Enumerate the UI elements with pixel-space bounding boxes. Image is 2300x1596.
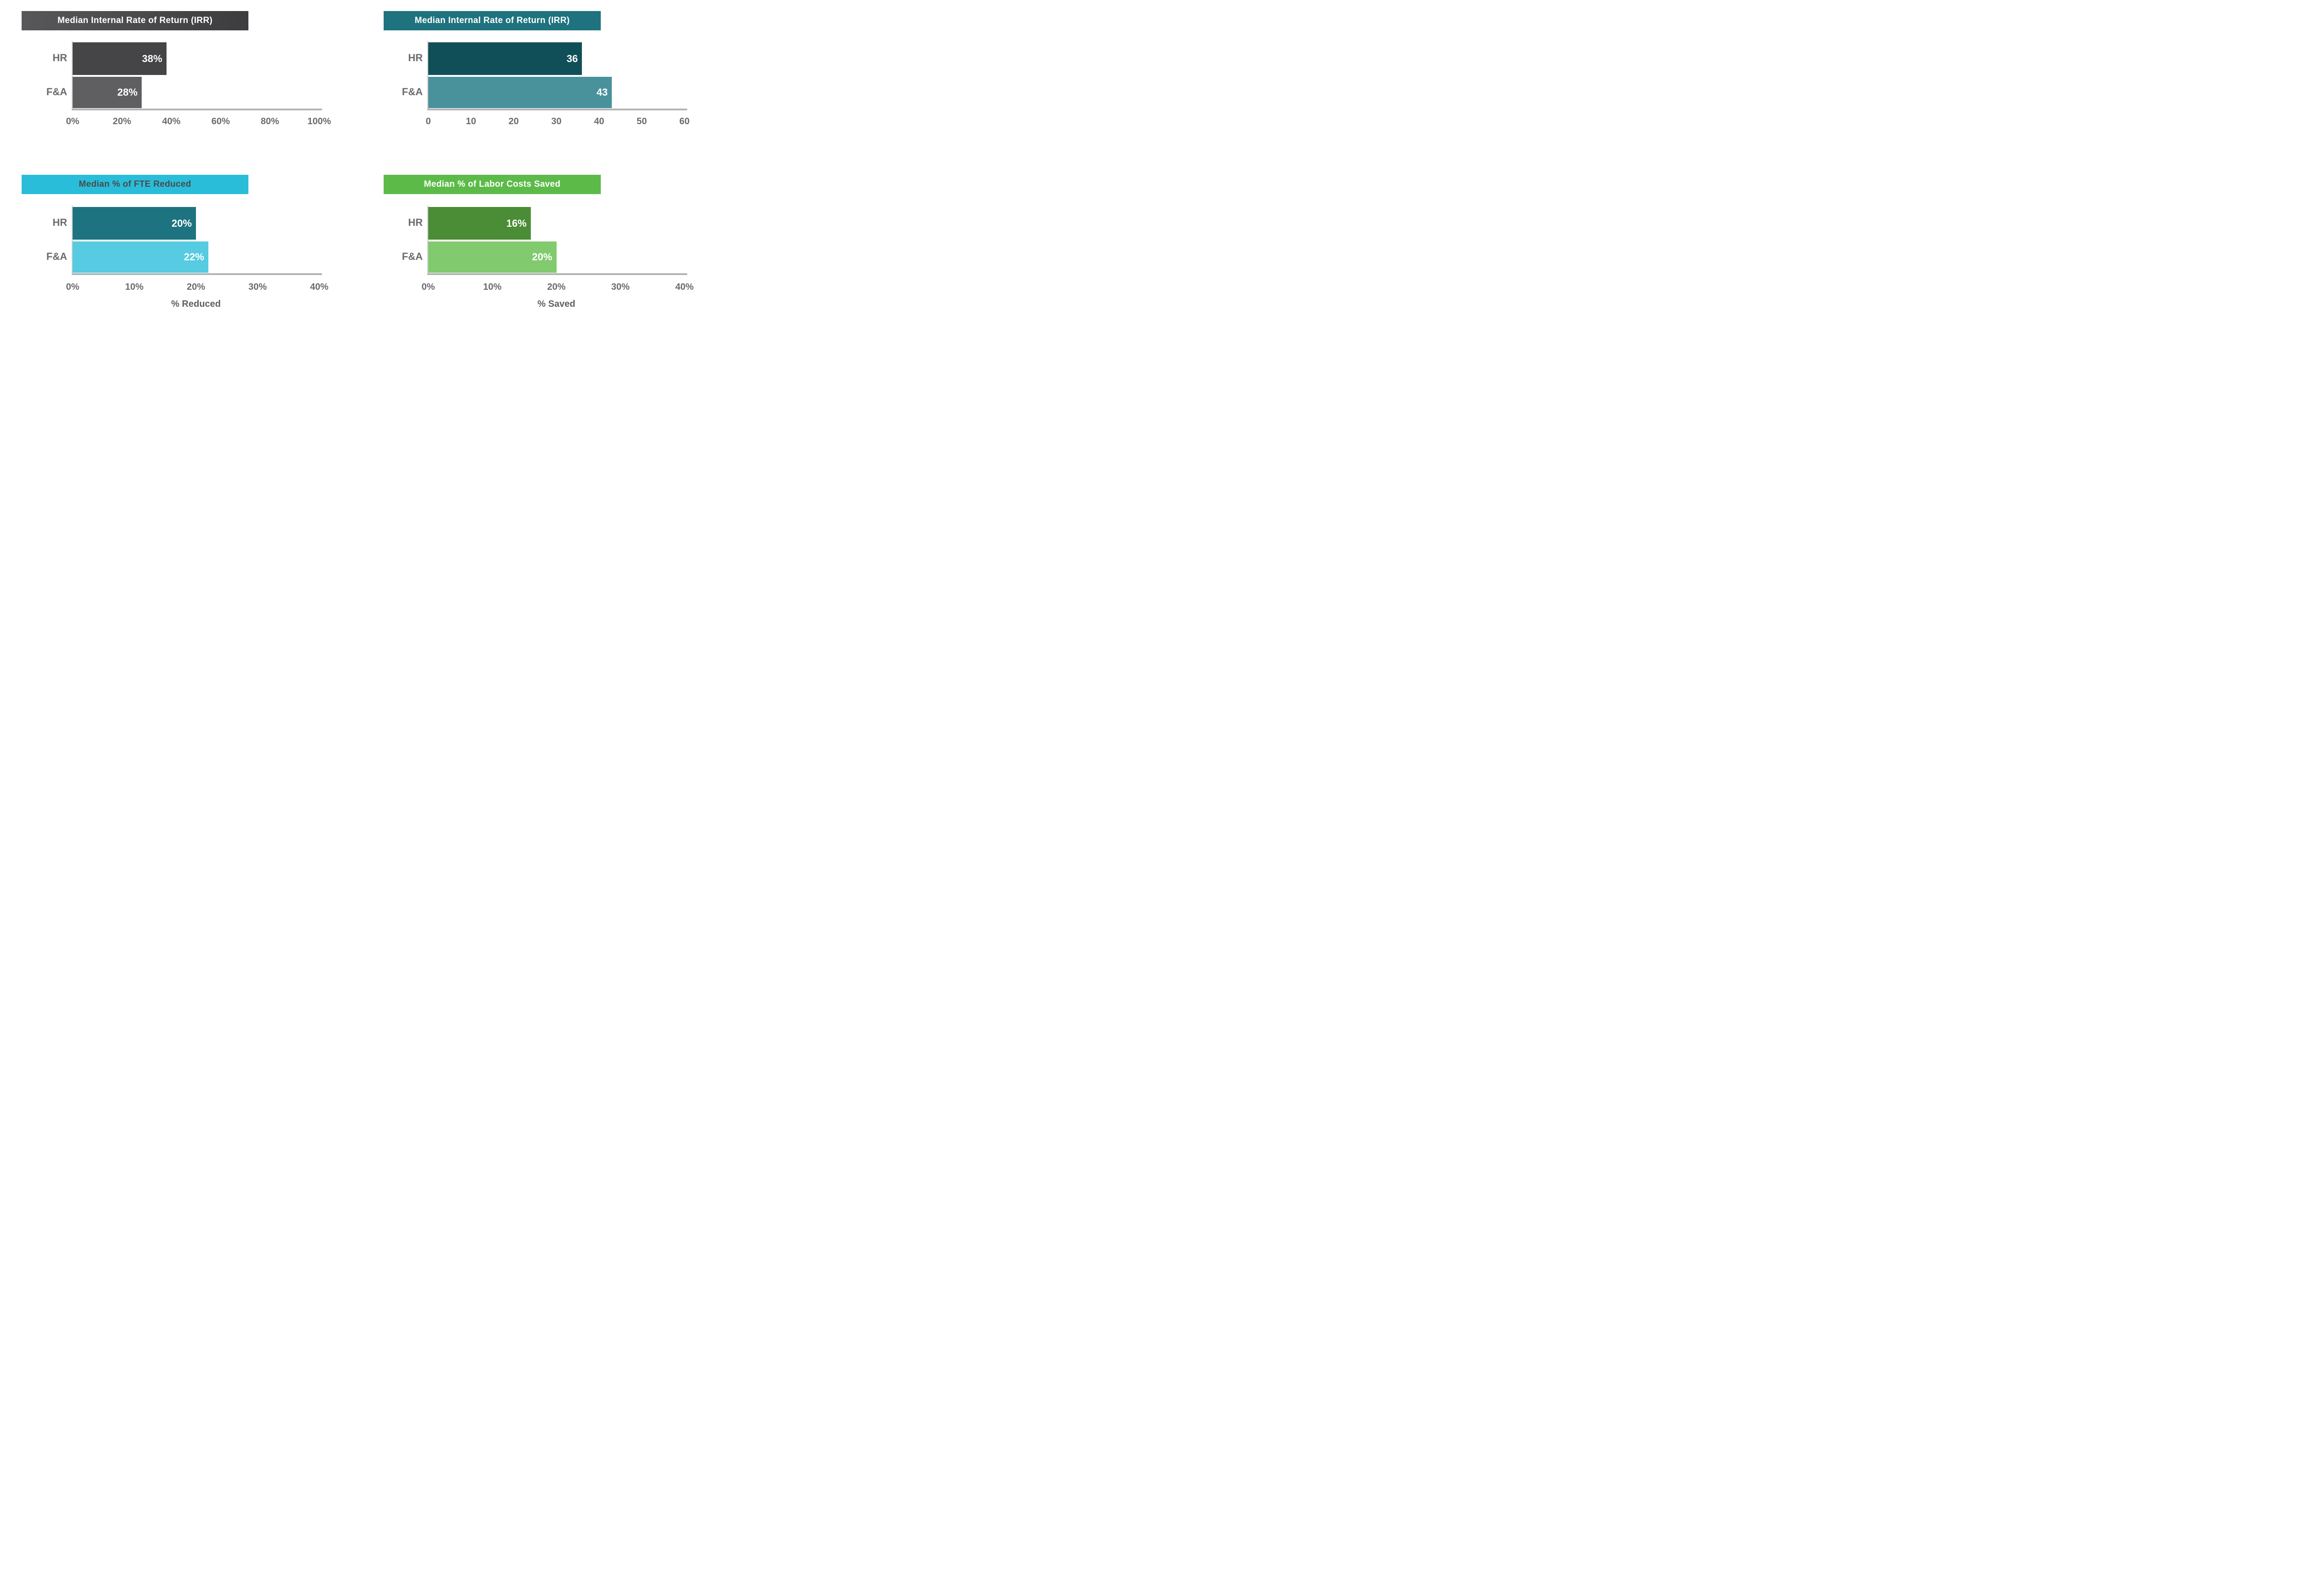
- axis-tick-label: 30: [551, 116, 562, 126]
- axis-tick-label: 0%: [421, 282, 435, 292]
- bar-value-label: 36: [566, 52, 578, 64]
- bar-value-label: 43: [596, 86, 608, 98]
- bar-value-label: 16%: [506, 217, 527, 229]
- axis-tick-label: 60%: [211, 116, 230, 126]
- axis-tick-label: 50: [637, 116, 647, 126]
- chart-title-bar: Median Internal Rate of Return (IRR): [384, 11, 601, 30]
- bar-hr: 38%: [73, 42, 167, 75]
- plot-area: 16% 20%: [427, 206, 687, 275]
- plot-area: 38% 28%: [72, 41, 322, 110]
- bar-fa: 20%: [428, 241, 557, 273]
- chart-labor-costs-saved: Median % of Labor Costs Saved HR F&A 16%…: [351, 160, 701, 319]
- chart-irr-gray: Median Internal Rate of Return (IRR) HR …: [0, 0, 350, 160]
- axis-tick-label: 30%: [611, 282, 630, 292]
- axis-tick-label: 40: [594, 116, 604, 126]
- x-axis-line: [427, 273, 687, 275]
- bar-value-label: 38%: [142, 52, 162, 64]
- chart-title: Median % of Labor Costs Saved: [424, 179, 561, 189]
- x-axis-ticks: 0 10 20 30 40 50 60: [426, 116, 690, 128]
- axis-tick-label: 40%: [310, 282, 329, 292]
- bar-hr: 20%: [73, 207, 196, 240]
- axis-tick-label: 20: [508, 116, 519, 126]
- x-axis-title: % Saved: [537, 299, 575, 309]
- bar-value-label: 28%: [117, 86, 138, 98]
- axis-tick-label: 80%: [260, 116, 279, 126]
- bar-fa: 43: [428, 77, 612, 108]
- axis-tick-label: 20%: [547, 282, 566, 292]
- axis-tick-label: 30%: [248, 282, 267, 292]
- plot-area: 36 43: [427, 41, 687, 110]
- bar-hr: 16%: [428, 207, 531, 240]
- y-axis-line: [427, 206, 428, 275]
- chart-title: Median % of FTE Reduced: [79, 179, 191, 189]
- x-axis-line: [427, 109, 687, 110]
- x-axis-title: % Reduced: [171, 299, 221, 309]
- chart-title: Median Internal Rate of Return (IRR): [414, 16, 570, 25]
- axis-tick-label: 40%: [162, 116, 181, 126]
- y-axis-line: [72, 206, 73, 275]
- axis-tick-label: 60: [679, 116, 690, 126]
- bar-hr: 36: [428, 42, 582, 75]
- category-label-hr: HR: [52, 217, 67, 228]
- chart-title-bar: Median % of FTE Reduced: [22, 175, 248, 194]
- benchmark-charts-dashboard: Median Internal Rate of Return (IRR) HR …: [0, 0, 701, 319]
- axis-tick-label: 10: [466, 116, 476, 126]
- x-axis-ticks: 0% 10% 20% 30% 40%: [422, 282, 694, 294]
- bar-value-label: 20%: [532, 251, 552, 263]
- chart-fte-reduced: Median % of FTE Reduced HR F&A 20% 22% 0…: [0, 160, 350, 319]
- category-label-fa: F&A: [46, 86, 67, 98]
- axis-tick-label: 10%: [125, 282, 144, 292]
- plot-area: 20% 22%: [72, 206, 322, 275]
- x-axis-ticks: 0% 10% 20% 30% 40%: [66, 282, 328, 294]
- bar-value-label: 22%: [184, 251, 204, 263]
- category-label-fa: F&A: [46, 251, 67, 262]
- category-label-fa: F&A: [402, 86, 423, 98]
- y-axis-line: [427, 41, 428, 110]
- x-axis-line: [72, 109, 322, 110]
- axis-tick-label: 40%: [675, 282, 694, 292]
- y-axis-line: [72, 41, 73, 110]
- axis-tick-label: 0%: [66, 116, 80, 126]
- bar-fa: 28%: [73, 77, 142, 108]
- category-label-hr: HR: [408, 217, 423, 228]
- category-label-hr: HR: [52, 52, 67, 63]
- axis-tick-label: 0%: [66, 282, 80, 292]
- axis-tick-label: 100%: [307, 116, 331, 126]
- x-axis-line: [72, 273, 322, 275]
- chart-irr-teal: Median Internal Rate of Return (IRR) HR …: [351, 0, 701, 160]
- chart-title: Median Internal Rate of Return (IRR): [58, 16, 213, 25]
- axis-tick-label: 0: [426, 116, 431, 126]
- category-label-fa: F&A: [402, 251, 423, 262]
- bar-fa: 22%: [73, 241, 208, 273]
- category-label-hr: HR: [408, 52, 423, 63]
- chart-title-bar: Median Internal Rate of Return (IRR): [22, 11, 248, 30]
- axis-tick-label: 20%: [186, 282, 206, 292]
- axis-tick-label: 20%: [113, 116, 132, 126]
- axis-tick-label: 10%: [483, 282, 502, 292]
- bar-value-label: 20%: [171, 217, 192, 229]
- chart-title-bar: Median % of Labor Costs Saved: [384, 175, 601, 194]
- x-axis-ticks: 0% 20% 40% 60% 80% 100%: [66, 116, 331, 128]
